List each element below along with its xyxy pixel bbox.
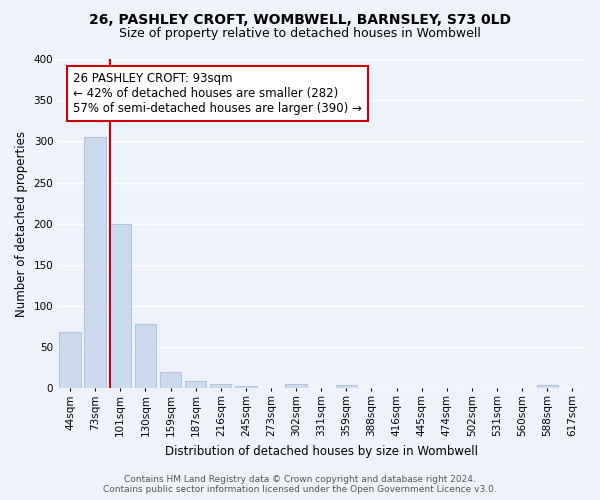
Bar bbox=[160, 372, 181, 388]
Text: Contains HM Land Registry data © Crown copyright and database right 2024.
Contai: Contains HM Land Registry data © Crown c… bbox=[103, 474, 497, 494]
Bar bbox=[536, 385, 558, 388]
Bar bbox=[135, 324, 156, 388]
Bar bbox=[110, 224, 131, 388]
Bar bbox=[335, 385, 357, 388]
Bar bbox=[185, 381, 206, 388]
Text: Size of property relative to detached houses in Wombwell: Size of property relative to detached ho… bbox=[119, 28, 481, 40]
Text: 26, PASHLEY CROFT, WOMBWELL, BARNSLEY, S73 0LD: 26, PASHLEY CROFT, WOMBWELL, BARNSLEY, S… bbox=[89, 12, 511, 26]
Bar bbox=[286, 384, 307, 388]
X-axis label: Distribution of detached houses by size in Wombwell: Distribution of detached houses by size … bbox=[165, 444, 478, 458]
Bar bbox=[85, 138, 106, 388]
Bar bbox=[210, 384, 232, 388]
Bar bbox=[59, 332, 81, 388]
Bar bbox=[235, 386, 257, 388]
Y-axis label: Number of detached properties: Number of detached properties bbox=[15, 130, 28, 316]
Text: 26 PASHLEY CROFT: 93sqm
← 42% of detached houses are smaller (282)
57% of semi-d: 26 PASHLEY CROFT: 93sqm ← 42% of detache… bbox=[73, 72, 362, 115]
